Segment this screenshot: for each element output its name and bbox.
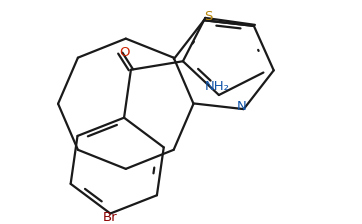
Text: S: S: [204, 10, 212, 23]
Text: O: O: [119, 45, 130, 58]
Text: Br: Br: [103, 211, 118, 224]
Text: NH₂: NH₂: [205, 80, 230, 93]
Text: N: N: [237, 100, 247, 113]
